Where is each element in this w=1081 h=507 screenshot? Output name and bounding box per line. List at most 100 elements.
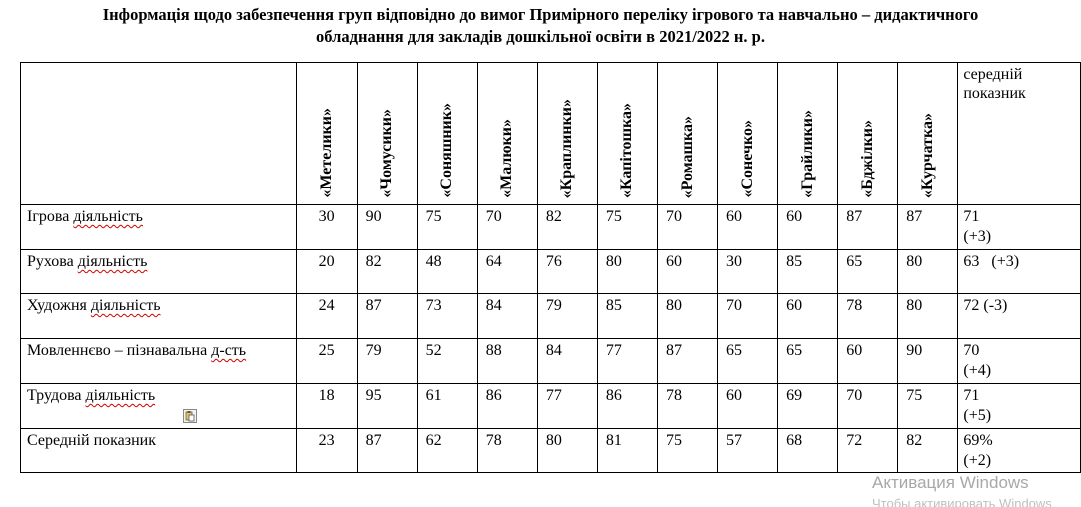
value-cell: 80 — [596, 249, 658, 294]
group-header: «Сонечко» — [717, 62, 779, 205]
value-cell: 60 — [717, 383, 779, 429]
row-label-cell: Рухова діяльність — [19, 249, 298, 294]
row-label: Середній показник — [27, 432, 156, 449]
value-cell: 20 — [296, 249, 358, 294]
group-name: «Метелики» — [317, 108, 335, 198]
clipboard-paste-icon[interactable] — [183, 409, 197, 423]
value-cell: 86 — [596, 383, 658, 429]
group-name: «Краплинки» — [558, 98, 576, 198]
value-cell: 65 — [717, 338, 779, 384]
group-name: «Грайлики» — [798, 110, 816, 198]
value-cell: 79 — [356, 338, 418, 384]
average-cell: 69% (+2) — [957, 428, 1081, 473]
group-name: «Чомусики» — [378, 109, 396, 198]
group-name: «Малюки» — [498, 119, 516, 198]
value-cell: 82 — [356, 249, 418, 294]
value-cell: 60 — [717, 204, 779, 250]
row-label-spellcheck: діяльність — [90, 297, 161, 314]
group-header: «Чомусики» — [356, 62, 418, 205]
value-cell: 23 — [296, 428, 358, 473]
row-label: Мовленнєво – пізнавальна — [27, 342, 208, 359]
value-cell: 82 — [897, 428, 959, 473]
activation-watermark: Активация Windows — [872, 473, 1029, 492]
value-cell: 61 — [416, 383, 478, 429]
average-change: (+2) — [963, 452, 992, 469]
header-row: «Метелики» «Чомусики» «Соняшник» «Малюки… — [19, 62, 1081, 205]
value-cell: 90 — [897, 338, 959, 384]
header-corner-cell — [19, 62, 298, 205]
value-cell: 87 — [356, 428, 418, 473]
value-cell: 87 — [837, 204, 899, 250]
value-cell: 60 — [777, 204, 839, 250]
value-cell: 80 — [656, 293, 719, 339]
group-name: «Курчатка» — [918, 112, 936, 198]
row-label-spellcheck: д-сть — [211, 342, 247, 359]
value-cell: 88 — [476, 338, 538, 384]
average-cell: 70 (+4) — [957, 338, 1081, 384]
value-cell: 87 — [656, 338, 719, 384]
average-change: (+3) — [963, 228, 992, 245]
value-cell: 78 — [656, 383, 719, 429]
group-name: «Капітошка» — [618, 103, 636, 198]
value-cell: 95 — [356, 383, 418, 429]
average-header: середній показник — [957, 62, 1081, 205]
value-cell: 86 — [476, 383, 538, 429]
value-cell: 80 — [897, 249, 959, 294]
average-header-line-1: середній — [963, 66, 1023, 83]
value-cell: 64 — [476, 249, 538, 294]
average-value: 71 — [963, 208, 980, 225]
group-name: «Бджілки» — [858, 120, 876, 198]
value-cell: 69 — [777, 383, 839, 429]
value-cell: 48 — [416, 249, 478, 294]
value-cell: 87 — [897, 204, 959, 250]
value-cell: 25 — [296, 338, 358, 384]
group-header: «Метелики» — [296, 62, 358, 205]
value-cell: 85 — [596, 293, 658, 339]
value-cell: 65 — [837, 249, 899, 294]
value-cell: 62 — [416, 428, 478, 473]
average-value: 72 (-3) — [963, 297, 1008, 314]
average-cell: 63 (+3) — [957, 249, 1081, 294]
average-cell: 71 (+5) — [957, 383, 1081, 429]
table-body: Ігрова діяльність 30 90 75 70 82 75 70 60 60 87 87 7… — [19, 204, 1081, 473]
value-cell: 75 — [416, 204, 478, 250]
title-line-1: Інформація щодо забезпечення груп відпов… — [102, 5, 979, 24]
row-label-cell: Ігрова діяльність — [19, 204, 298, 250]
table-row: Рухова діяльність 20 82 48 64 76 80 60 30 85 65 80 6… — [19, 249, 1081, 294]
group-header: «Грайлики» — [777, 62, 839, 205]
value-cell: 60 — [777, 293, 839, 339]
row-label-cell: Мовленнєво – пізнавальна д-сть — [19, 338, 298, 384]
average-header-line-2: показник — [963, 85, 1026, 102]
activation-watermark-sub: Чтобы активировать Windows — [872, 496, 1052, 507]
value-cell: 77 — [596, 338, 658, 384]
group-header: «Ромашка» — [656, 62, 719, 205]
row-label: Ігрова — [27, 208, 70, 225]
group-header: «Краплинки» — [536, 62, 598, 205]
table-row: Середній показник 23 87 62 78 80 81 75 57 68 72 82 6… — [19, 428, 1081, 473]
value-cell: 79 — [536, 293, 598, 339]
value-cell: 30 — [717, 249, 779, 294]
table-row: Художня діяльність 24 87 73 84 79 85 80 70 60 78 80… — [19, 293, 1081, 339]
group-header: «Малюки» — [476, 62, 538, 205]
value-cell: 75 — [656, 428, 719, 473]
average-value: 63 (+3) — [963, 253, 1020, 270]
average-change: (+5) — [963, 407, 992, 424]
row-label-cell: Художня діяльність — [19, 293, 298, 339]
value-cell: 70 — [476, 204, 538, 250]
table-row: Трудова діяльність 18 95 61 86 77 86 78 60 69 70 75… — [19, 383, 1081, 429]
value-cell: 75 — [596, 204, 658, 250]
value-cell: 57 — [717, 428, 779, 473]
value-cell: 90 — [356, 204, 418, 250]
value-cell: 81 — [596, 428, 658, 473]
table-row: Мовленнєво – пізнавальна д-сть 25 79 52 88 84… — [19, 338, 1081, 384]
value-cell: 70 — [717, 293, 779, 339]
value-cell: 60 — [837, 338, 899, 384]
row-label-spellcheck: діяльність — [77, 253, 148, 270]
group-header: «Бджілки» — [837, 62, 899, 205]
value-cell: 18 — [296, 383, 358, 429]
value-cell: 85 — [777, 249, 839, 294]
row-label: Рухова — [27, 253, 74, 270]
value-cell: 84 — [536, 338, 598, 384]
average-value: 69% — [963, 432, 993, 449]
value-cell: 77 — [536, 383, 598, 429]
